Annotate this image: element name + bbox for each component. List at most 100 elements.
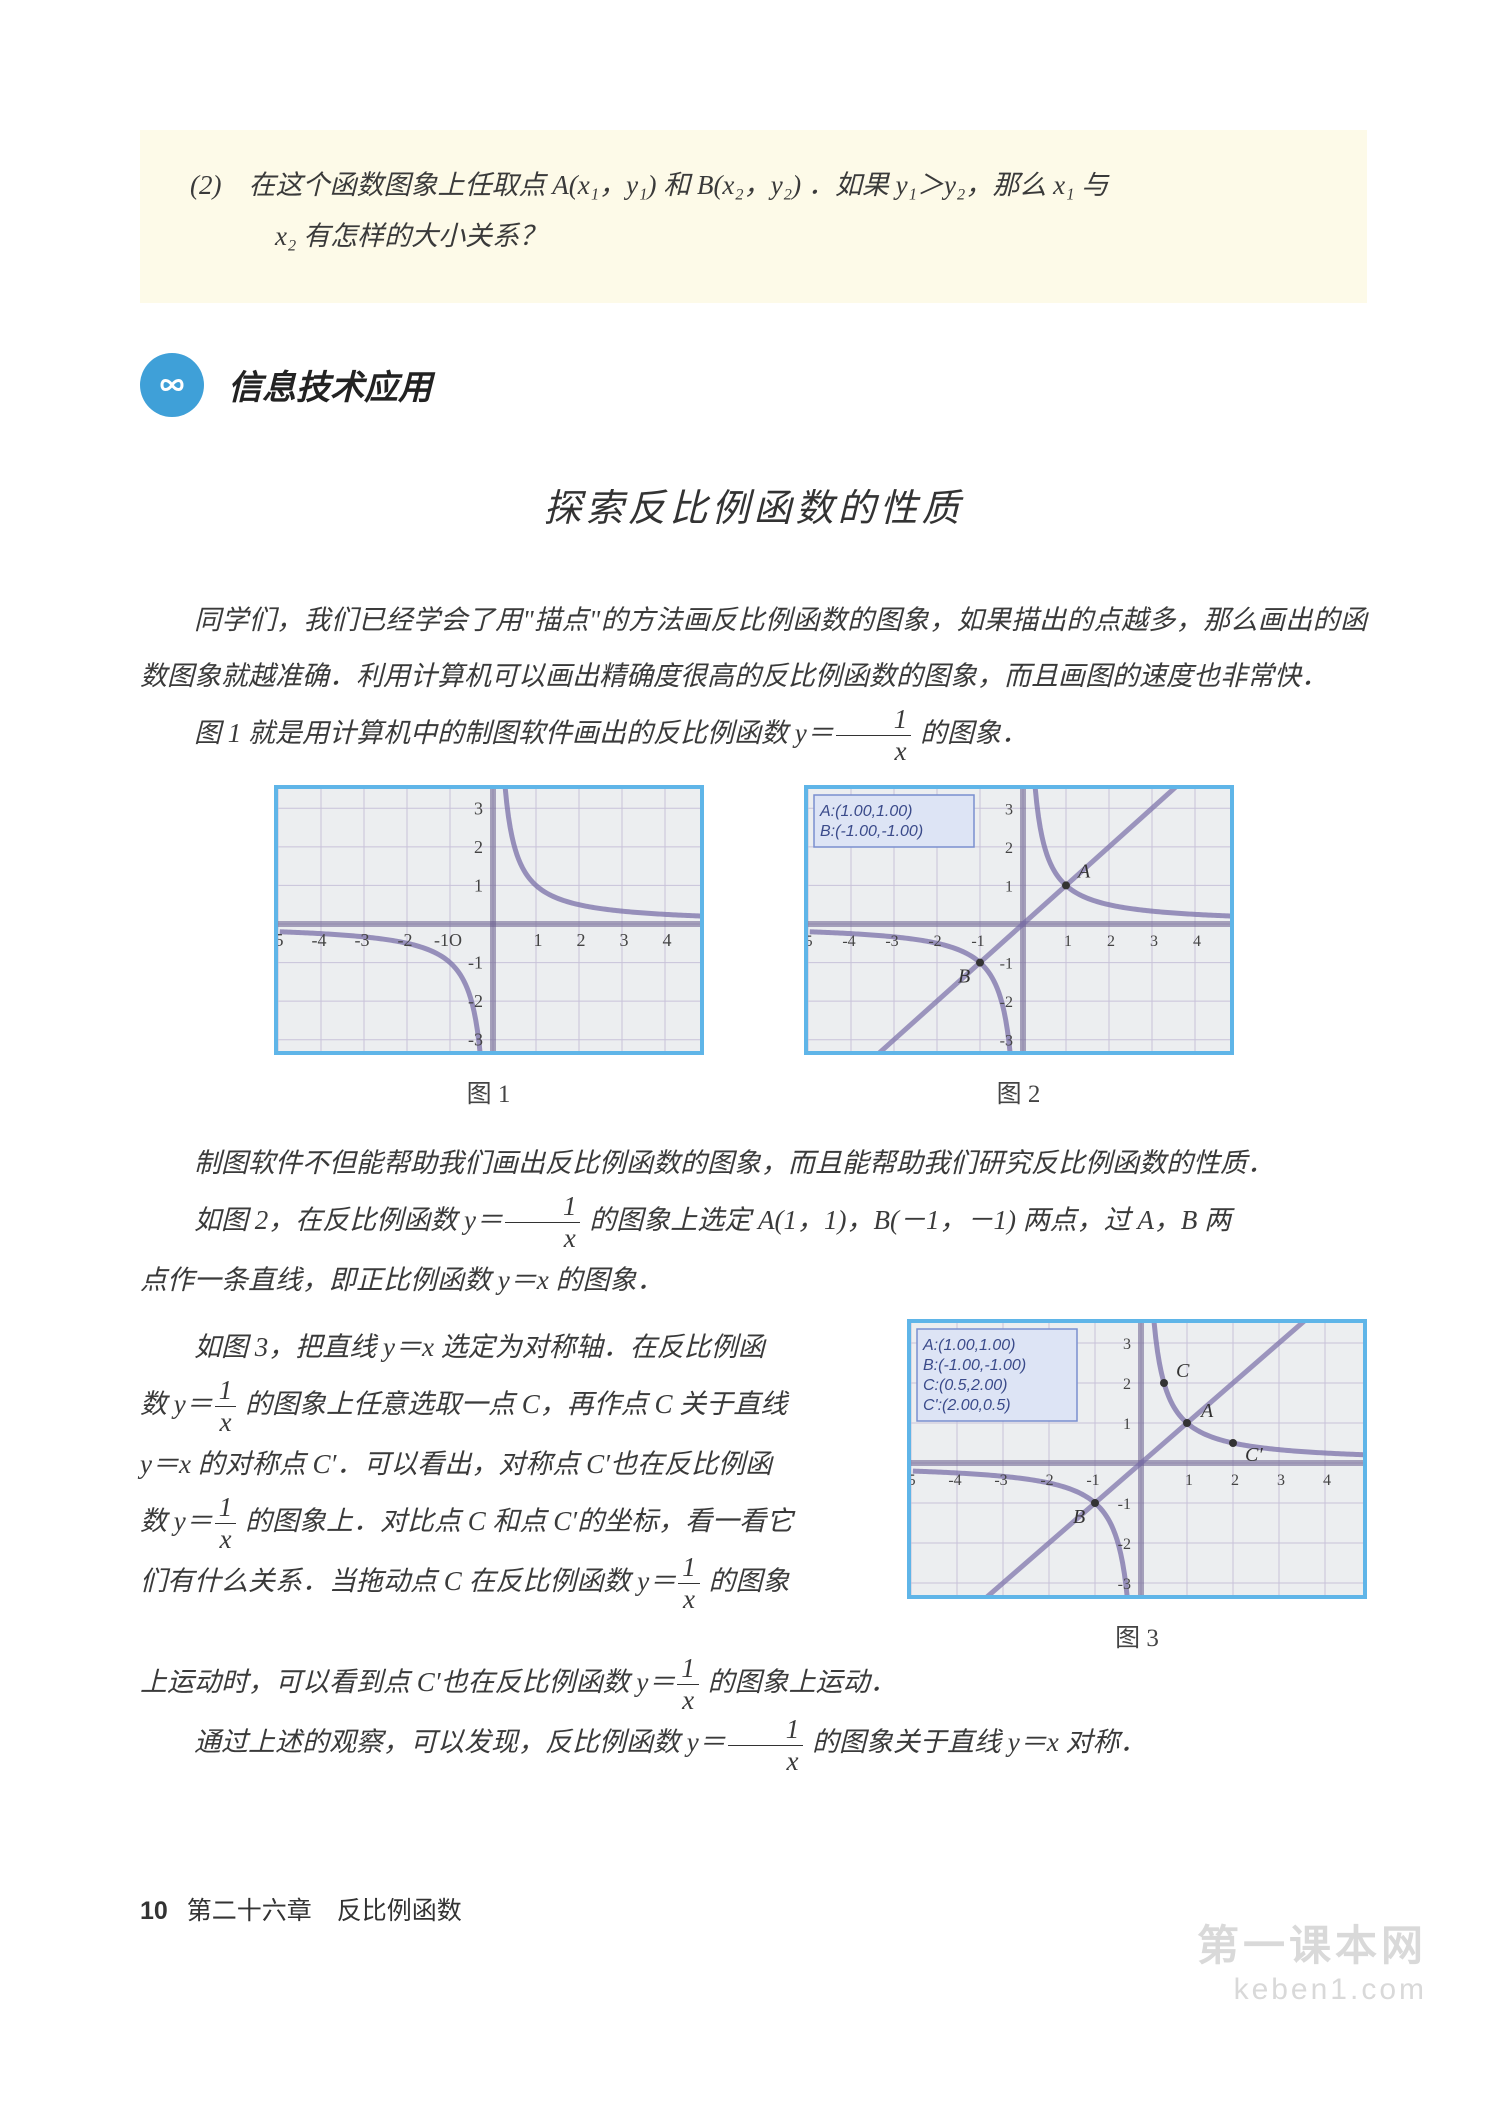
svg-text:-5: -5 bbox=[274, 930, 284, 950]
q-mid: 和 bbox=[663, 170, 697, 200]
fraction-1-over-x: 1x bbox=[728, 1716, 804, 1775]
svg-text:-2: -2 bbox=[397, 930, 412, 950]
svg-text:-5: -5 bbox=[907, 1472, 916, 1489]
fp2: 数 y＝1x 的图象上任意选取一点 C，再作点 C 关于直线 bbox=[140, 1376, 871, 1436]
float-layout: 如图 3，把直线 y＝x 选定为对称轴．在反比例函 数 y＝1x 的图象上任意选… bbox=[140, 1319, 1367, 1654]
q-point-b: B(x₂，y₂) bbox=[697, 170, 801, 200]
svg-text:-2: -2 bbox=[928, 933, 941, 950]
svg-text:-1: -1 bbox=[999, 956, 1012, 973]
main-title: 探索反比例函数的性质 bbox=[140, 477, 1367, 532]
q-cond: ．如果 y₁＞y₂，那么 x₁ 与 bbox=[808, 170, 1108, 200]
svg-text:B: B bbox=[958, 966, 970, 988]
question-box: (2) 在这个函数图象上任取点 A(x₁，y₁) 和 B(x₂，y₂) ．如果 … bbox=[140, 130, 1367, 303]
mid-p2: 如图 2，在反比例函数 y＝1x 的图象上选定 A(1，1)，B(－1，－1) … bbox=[140, 1192, 1367, 1252]
svg-text:-2: -2 bbox=[468, 991, 483, 1011]
svg-text:B: B bbox=[1073, 1506, 1085, 1528]
svg-text:-1O: -1O bbox=[434, 930, 462, 950]
fp3: y＝x 的对称点 C′．可以看出，对称点 C′也在反比例函 bbox=[140, 1436, 871, 1493]
svg-text:A: A bbox=[1076, 861, 1091, 883]
fraction-1-over-x: 1x bbox=[215, 1494, 237, 1553]
svg-text:4: 4 bbox=[1193, 933, 1201, 950]
svg-text:-1: -1 bbox=[971, 933, 984, 950]
svg-text:1: 1 bbox=[1005, 879, 1013, 896]
svg-text:-4: -4 bbox=[948, 1472, 961, 1489]
watermark-line-2: keben1.com bbox=[1197, 1973, 1427, 2007]
svg-text:2: 2 bbox=[1107, 933, 1115, 950]
svg-text:-5: -5 bbox=[804, 933, 813, 950]
svg-text:4: 4 bbox=[1323, 1472, 1331, 1489]
question-line-2: x₂ 有怎样的大小关系？ bbox=[190, 211, 1327, 262]
svg-text:3: 3 bbox=[1123, 1336, 1131, 1353]
chapter-label: 第二十六章 反比例函数 bbox=[187, 1897, 462, 1925]
fraction-1-over-x: 1x bbox=[677, 1655, 699, 1714]
svg-text:3: 3 bbox=[1150, 933, 1158, 950]
section-title: 信息技术应用 bbox=[228, 360, 432, 409]
svg-text:-2: -2 bbox=[1040, 1472, 1053, 1489]
chart-1: -5-4-3-2-1O12345-3-2-1123 bbox=[274, 785, 704, 1055]
chart-2: -5-4-3-2-112345-3-2-1123A:(1.00,1.00)B:(… bbox=[804, 785, 1234, 1055]
svg-text:C':(2.00,0.5): C':(2.00,0.5) bbox=[923, 1397, 1011, 1414]
svg-text:-3: -3 bbox=[994, 1472, 1007, 1489]
svg-text:-1: -1 bbox=[1118, 1496, 1131, 1513]
af-p2: 通过上述的观察，可以发现，反比例函数 y＝1x 的图象关于直线 y＝x 对称． bbox=[140, 1714, 1367, 1774]
svg-text:2: 2 bbox=[1231, 1472, 1239, 1489]
svg-text:C:(0.5,2.00): C:(0.5,2.00) bbox=[923, 1377, 1007, 1394]
svg-text:2: 2 bbox=[1123, 1376, 1131, 1393]
section-header: 信息技术应用 bbox=[140, 353, 1367, 417]
svg-text:4: 4 bbox=[662, 930, 671, 950]
svg-text:3: 3 bbox=[474, 799, 483, 819]
svg-text:-4: -4 bbox=[311, 930, 326, 950]
watermark: 第一课本网 keben1.com bbox=[1197, 1912, 1427, 2007]
svg-text:-3: -3 bbox=[354, 930, 369, 950]
svg-text:-3: -3 bbox=[999, 1033, 1012, 1050]
mid-p1: 制图软件不但能帮助我们画出反比例函数的图象，而且能帮助我们研究反比例函数的性质． bbox=[140, 1135, 1367, 1192]
fp1: 如图 3，把直线 y＝x 选定为对称轴．在反比例函 bbox=[140, 1319, 871, 1376]
svg-text:1: 1 bbox=[474, 876, 483, 896]
svg-text:-2: -2 bbox=[1118, 1536, 1131, 1553]
chart-3: -5-4-3-2-112345-3-2-1123A:(1.00,1.00)B:(… bbox=[907, 1319, 1367, 1599]
svg-text:3: 3 bbox=[619, 930, 628, 950]
svg-text:B:(-1.00,-1.00): B:(-1.00,-1.00) bbox=[820, 823, 923, 840]
af-p1: 上运动时，可以看到点 C′也在反比例函数 y＝1x 的图象上运动． bbox=[140, 1654, 1367, 1714]
svg-text:2: 2 bbox=[474, 837, 483, 857]
svg-text:1: 1 bbox=[1123, 1416, 1131, 1433]
float-text: 如图 3，把直线 y＝x 选定为对称轴．在反比例函 数 y＝1x 的图象上任意选… bbox=[140, 1319, 871, 1613]
infinity-icon bbox=[140, 353, 204, 417]
svg-text:1: 1 bbox=[1185, 1472, 1193, 1489]
svg-text:-1: -1 bbox=[1086, 1472, 1099, 1489]
svg-text:1: 1 bbox=[1064, 933, 1072, 950]
fraction-1-over-x: 1x bbox=[836, 706, 912, 765]
svg-text:A: A bbox=[1199, 1400, 1214, 1422]
svg-text:-4: -4 bbox=[842, 933, 855, 950]
charts-row: -5-4-3-2-1O12345-3-2-1123 图 1 -5-4-3-2-1… bbox=[140, 785, 1367, 1110]
svg-text:C: C bbox=[1176, 1360, 1190, 1382]
intro-p1: 同学们，我们已经学会了用"描点"的方法画反比例函数的图象，如果描出的点越多，那么… bbox=[140, 592, 1367, 705]
intro-p2: 图 1 就是用计算机中的制图软件画出的反比例函数 y＝1x 的图象． bbox=[140, 705, 1367, 765]
svg-text:-3: -3 bbox=[468, 1030, 483, 1050]
svg-text:B:(-1.00,-1.00): B:(-1.00,-1.00) bbox=[923, 1357, 1026, 1374]
page-number: 10 bbox=[140, 1897, 168, 1925]
fraction-1-over-x: 1x bbox=[678, 1554, 700, 1613]
page-footer: 10 第二十六章 反比例函数 bbox=[140, 1891, 462, 1927]
svg-text:-1: -1 bbox=[468, 953, 483, 973]
svg-text:A:(1.00,1.00): A:(1.00,1.00) bbox=[922, 1337, 1016, 1354]
chart-2-block: -5-4-3-2-112345-3-2-1123A:(1.00,1.00)B:(… bbox=[804, 785, 1234, 1110]
mid-text: 制图软件不但能帮助我们画出反比例函数的图象，而且能帮助我们研究反比例函数的性质．… bbox=[140, 1135, 1367, 1309]
intro-text: 同学们，我们已经学会了用"描点"的方法画反比例函数的图象，如果描出的点越多，那么… bbox=[140, 592, 1367, 766]
chart-2-caption: 图 2 bbox=[804, 1074, 1234, 1110]
fraction-1-over-x: 1x bbox=[215, 1377, 237, 1436]
fraction-1-over-x: 1x bbox=[505, 1193, 581, 1252]
chart-1-block: -5-4-3-2-1O12345-3-2-1123 图 1 bbox=[274, 785, 704, 1110]
question-line-1: (2) 在这个函数图象上任取点 A(x₁，y₁) 和 B(x₂，y₂) ．如果 … bbox=[190, 160, 1327, 211]
svg-text:A:(1.00,1.00): A:(1.00,1.00) bbox=[819, 803, 913, 820]
svg-text:2: 2 bbox=[1005, 840, 1013, 857]
mid-p3: 点作一条直线，即正比例函数 y＝x 的图象． bbox=[140, 1252, 1367, 1309]
q-point-a: A(x₁，y₁) bbox=[552, 170, 656, 200]
svg-text:2: 2 bbox=[576, 930, 585, 950]
svg-text:-3: -3 bbox=[885, 933, 898, 950]
chart-1-caption: 图 1 bbox=[274, 1074, 704, 1110]
watermark-line-1: 第一课本网 bbox=[1197, 1912, 1427, 1973]
fp4: 数 y＝1x 的图象上．对比点 C 和点 C′的坐标，看一看它 bbox=[140, 1493, 871, 1553]
svg-text:-2: -2 bbox=[999, 994, 1012, 1011]
fp5: 们有什么关系．当拖动点 C 在反比例函数 y＝1x 的图象 bbox=[140, 1553, 871, 1613]
